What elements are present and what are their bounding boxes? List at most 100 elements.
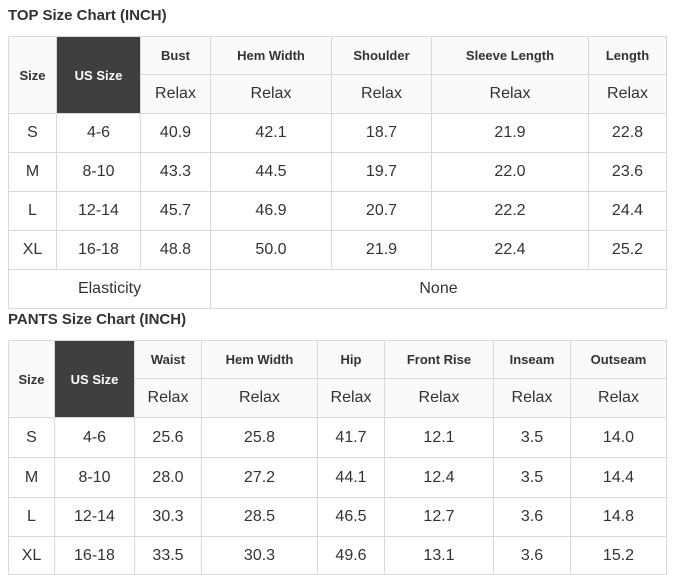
fit-subheader: Relax	[331, 74, 432, 114]
table-cell: 44.5	[210, 152, 332, 192]
table-cell: 25.2	[588, 230, 667, 270]
size-header: Size	[8, 36, 57, 114]
table-cell: 42.1	[210, 113, 332, 153]
us-size-header: US Size	[56, 36, 141, 114]
table-cell: 22.2	[431, 191, 589, 231]
table-cell: 45.7	[140, 191, 211, 231]
size-cell: XL	[8, 536, 55, 575]
column-header: Length	[588, 36, 667, 75]
us-size-cell: 12-14	[56, 191, 141, 231]
table-cell: 14.0	[570, 417, 667, 458]
us-size-cell: 12-14	[54, 497, 135, 537]
table-cell: 12.7	[384, 497, 494, 537]
column-header: Hem Width	[210, 36, 332, 75]
table-cell: 3.5	[493, 417, 571, 458]
table-cell: 33.5	[134, 536, 202, 575]
column-header: Bust	[140, 36, 211, 75]
table-cell: 12.4	[384, 457, 494, 498]
table-cell: 18.7	[331, 113, 432, 153]
table-row: L 12-14 30.3 28.5 46.5 12.7 3.6 14.8	[8, 497, 667, 537]
table-cell: 24.4	[588, 191, 667, 231]
size-cell: S	[8, 113, 57, 153]
fit-subheader: Relax	[201, 378, 318, 418]
table-cell: 30.3	[201, 536, 318, 575]
top-chart-title: TOP Size Chart (INCH)	[8, 7, 167, 24]
table-cell: 14.4	[570, 457, 667, 498]
table-row: S 4-6 25.6 25.8 41.7 12.1 3.5 14.0	[8, 417, 667, 458]
table-cell: 43.3	[140, 152, 211, 192]
elasticity-value: None	[210, 269, 667, 309]
top-size-table: Size US Size Bust Hem Width Shoulder Sle…	[8, 36, 667, 309]
us-size-cell: 16-18	[56, 230, 141, 270]
size-cell: L	[8, 497, 55, 537]
table-cell: 22.8	[588, 113, 667, 153]
table-cell: 22.0	[431, 152, 589, 192]
table-cell: 13.1	[384, 536, 494, 575]
table-cell: 14.8	[570, 497, 667, 537]
table-cell: 44.1	[317, 457, 385, 498]
size-header: Size	[8, 340, 55, 418]
fit-subheader: Relax	[134, 378, 202, 418]
table-cell: 19.7	[331, 152, 432, 192]
fit-subheader: Relax	[431, 74, 589, 114]
table-cell: 23.6	[588, 152, 667, 192]
column-header: Hem Width	[201, 340, 318, 379]
fit-subheader: Relax	[384, 378, 494, 418]
table-cell: 20.7	[331, 191, 432, 231]
table-cell: 3.6	[493, 536, 571, 575]
table-cell: 46.9	[210, 191, 332, 231]
column-header: Outseam	[570, 340, 667, 379]
table-row: M 8-10 28.0 27.2 44.1 12.4 3.5 14.4	[8, 457, 667, 498]
fit-subheader: Relax	[140, 74, 211, 114]
table-row: L 12-14 45.7 46.9 20.7 22.2 24.4	[8, 191, 667, 231]
us-size-cell: 8-10	[56, 152, 141, 192]
fit-subheader: Relax	[588, 74, 667, 114]
table-cell: 49.6	[317, 536, 385, 575]
column-header: Inseam	[493, 340, 571, 379]
table-cell: 27.2	[201, 457, 318, 498]
elasticity-label: Elasticity	[8, 269, 211, 309]
size-cell: M	[8, 457, 55, 498]
table-row: XL 16-18 48.8 50.0 21.9 22.4 25.2	[8, 230, 667, 270]
table-cell: 25.8	[201, 417, 318, 458]
fit-subheader: Relax	[493, 378, 571, 418]
column-header: Sleeve Length	[431, 36, 589, 75]
size-cell: S	[8, 417, 55, 458]
table-cell: 48.8	[140, 230, 211, 270]
fit-subheader: Relax	[210, 74, 332, 114]
table-cell: 3.5	[493, 457, 571, 498]
table-cell: 46.5	[317, 497, 385, 537]
table-cell: 21.9	[331, 230, 432, 270]
size-cell: XL	[8, 230, 57, 270]
pants-size-table: Size US Size Waist Hem Width Hip Front R…	[8, 340, 667, 575]
us-size-cell: 8-10	[54, 457, 135, 498]
table-cell: 3.6	[493, 497, 571, 537]
table-cell: 30.3	[134, 497, 202, 537]
fit-subheader: Relax	[570, 378, 667, 418]
table-cell: 28.0	[134, 457, 202, 498]
us-size-header: US Size	[54, 340, 135, 418]
column-header: Shoulder	[331, 36, 432, 75]
column-header: Waist	[134, 340, 202, 379]
pants-chart-title: PANTS Size Chart (INCH)	[8, 311, 187, 328]
table-row: S 4-6 40.9 42.1 18.7 21.9 22.8	[8, 113, 667, 153]
table-cell: 21.9	[431, 113, 589, 153]
table-cell: 40.9	[140, 113, 211, 153]
table-cell: 25.6	[134, 417, 202, 458]
table-row: XL 16-18 33.5 30.3 49.6 13.1 3.6 15.2	[8, 536, 667, 575]
size-cell: L	[8, 191, 57, 231]
table-cell: 12.1	[384, 417, 494, 458]
table-cell: 15.2	[570, 536, 667, 575]
column-header: Front Rise	[384, 340, 494, 379]
column-header: Hip	[317, 340, 385, 379]
size-cell: M	[8, 152, 57, 192]
table-cell: 41.7	[317, 417, 385, 458]
table-cell: 22.4	[431, 230, 589, 270]
table-cell: 50.0	[210, 230, 332, 270]
fit-subheader: Relax	[317, 378, 385, 418]
us-size-cell: 4-6	[54, 417, 135, 458]
us-size-cell: 16-18	[54, 536, 135, 575]
us-size-cell: 4-6	[56, 113, 141, 153]
table-row: M 8-10 43.3 44.5 19.7 22.0 23.6	[8, 152, 667, 192]
table-cell: 28.5	[201, 497, 318, 537]
